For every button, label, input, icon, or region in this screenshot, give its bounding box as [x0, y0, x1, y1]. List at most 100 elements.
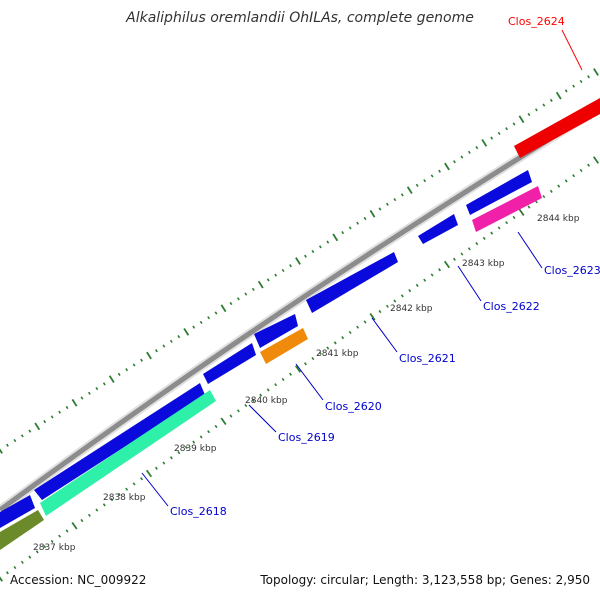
ruler-tick — [65, 529, 69, 533]
kbp-label: 2839 kbp — [174, 444, 217, 454]
ruler-tick — [579, 168, 583, 173]
ruler-tick — [363, 320, 367, 324]
ruler-tick — [125, 487, 129, 491]
ruler-tick — [251, 287, 255, 291]
gene-feature-clos-2622[interactable] — [418, 214, 458, 244]
leader-line-clos-2619 — [248, 404, 277, 433]
ruler-tick — [497, 226, 501, 230]
ruler-tick — [87, 513, 91, 517]
ruler-tick — [274, 273, 278, 277]
gene-label-clos-2622[interactable]: Clos_2622 — [483, 300, 540, 313]
ruler-tick — [505, 221, 509, 225]
ruler-tick — [162, 461, 166, 465]
gene-feature-teal[interactable] — [40, 390, 216, 516]
ruler-tick — [542, 103, 546, 107]
ruler-tick — [518, 208, 525, 217]
ruler-tick — [579, 79, 583, 84]
genome-summary-text: Topology: circular; Length: 3,123,558 bp… — [260, 573, 590, 587]
outer-tick-row — [0, 68, 599, 454]
ruler-tick — [50, 539, 54, 544]
ruler-tick — [71, 521, 78, 530]
ruler-tick — [58, 534, 62, 538]
ruler-tick — [356, 325, 360, 329]
ruler-tick — [452, 257, 456, 261]
gene-feature-left-edge[interactable] — [0, 495, 35, 528]
ruler-tick — [155, 349, 158, 353]
ruler-tick — [132, 482, 136, 486]
gene-feature-clos-2618-blue[interactable] — [34, 383, 205, 500]
ruler-tick — [236, 297, 240, 301]
ruler-tick — [481, 139, 488, 147]
ruler-tick — [102, 382, 106, 386]
ruler-tick — [294, 365, 302, 373]
gene-feature-clos-2619[interactable] — [203, 343, 256, 384]
ruler-tick — [28, 555, 32, 559]
gene-feature-clos-2621[interactable] — [306, 252, 398, 313]
kbp-label: 2837 kbp — [33, 543, 76, 553]
ruler-tick — [378, 309, 382, 314]
gene-feature-clos-2620-blue[interactable] — [254, 314, 298, 348]
ruler-tick — [527, 205, 531, 209]
ruler-tick — [318, 351, 322, 355]
gene-label-clos-2619[interactable]: Clos_2619 — [278, 431, 335, 444]
ruler-tick — [140, 358, 143, 362]
ruler-tick — [236, 409, 240, 413]
ruler-tick — [490, 136, 494, 140]
ruler-tick — [423, 179, 427, 183]
ruler-tick — [406, 186, 413, 194]
ruler-tick — [177, 334, 181, 339]
leader-line-clos-2623 — [517, 231, 543, 269]
gene-feature-magenta[interactable] — [472, 186, 542, 232]
ruler-tick — [393, 299, 397, 303]
ruler-tick — [80, 396, 84, 400]
ruler-tick — [385, 202, 389, 206]
ruler-tick — [274, 383, 278, 387]
ruler-tick — [460, 252, 464, 256]
gene-label-clos-2618[interactable]: Clos_2618 — [170, 505, 227, 518]
ruler-tick — [220, 304, 227, 313]
ruler-tick — [467, 247, 471, 251]
ruler-tick — [220, 417, 227, 426]
ruler-tick — [184, 445, 188, 449]
ruler-tick — [341, 231, 345, 235]
kbp-label: 2840 kbp — [245, 396, 288, 406]
gene-feature-clos-2624[interactable] — [514, 98, 600, 158]
ruler-tick — [512, 122, 516, 126]
gene-feature-clos-2623-blue[interactable] — [466, 170, 532, 215]
ruler-tick — [95, 386, 99, 391]
ruler-tick — [490, 231, 494, 235]
ruler-tick — [311, 249, 315, 254]
gene-label-clos-2620[interactable]: Clos_2620 — [325, 400, 382, 413]
ruler-tick — [65, 405, 69, 410]
kbp-label: 2841 kbp — [316, 349, 359, 359]
ruler-tick — [295, 257, 301, 265]
gene-label-clos-2623[interactable]: Clos_2623 — [544, 264, 600, 277]
ruler-tick — [229, 414, 233, 418]
ruler-tick — [71, 398, 78, 407]
leader-line-clos-2620 — [295, 363, 324, 401]
gene-label-clos-2624[interactable]: Clos_2624 — [508, 15, 565, 28]
ruler-tick — [251, 398, 255, 402]
ruler-tick — [102, 503, 106, 507]
ruler-tick — [43, 545, 47, 549]
ruler-tick — [527, 112, 531, 117]
ruler-tick — [229, 301, 233, 306]
forward-features — [514, 98, 600, 158]
ruler-tick — [146, 351, 152, 360]
kbp-labels: 2837 kbp 2838 kbp 2839 kbp 2840 kbp 2841… — [33, 214, 580, 553]
ruler-tick — [587, 163, 591, 167]
ruler-tick — [564, 179, 568, 183]
ruler-tick — [192, 325, 196, 329]
ruler-tick — [572, 174, 576, 178]
ruler-tick — [356, 221, 360, 225]
kbp-label: 2842 kbp — [390, 304, 433, 314]
gene-feature-olive[interactable] — [0, 510, 44, 550]
gene-feature-orange[interactable] — [260, 328, 308, 364]
ruler-tick — [318, 245, 322, 249]
ruler-tick — [281, 268, 285, 273]
leader-line-clos-2622 — [457, 265, 482, 302]
gene-label-clos-2621[interactable]: Clos_2621 — [399, 352, 456, 365]
kbp-label: 2844 kbp — [537, 214, 580, 224]
ruler-tick — [145, 469, 153, 478]
